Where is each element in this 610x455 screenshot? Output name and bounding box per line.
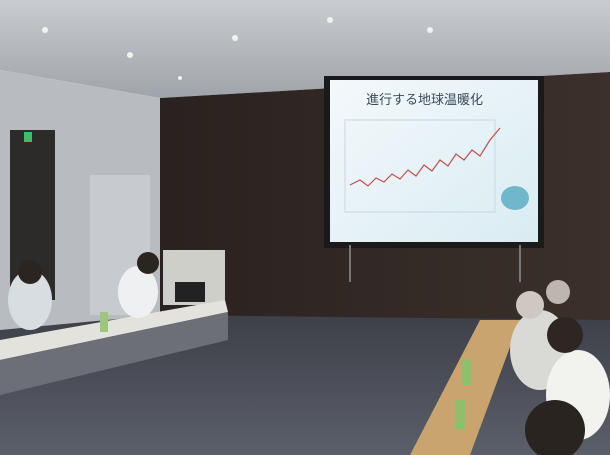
person-head [547, 317, 583, 353]
person-head [137, 252, 159, 274]
laptop [175, 282, 205, 302]
person-head [546, 280, 570, 304]
bottle [455, 400, 465, 430]
person [8, 270, 52, 330]
table [410, 320, 520, 455]
person-head [516, 291, 544, 319]
screen [330, 80, 538, 242]
table-front [0, 312, 228, 395]
bottle [462, 360, 471, 385]
slide-chart-frame [344, 119, 496, 213]
table [0, 300, 228, 360]
ceiling [0, 0, 610, 98]
ceiling-lights [42, 17, 433, 80]
slide-title: 進行する地球温暖化 [366, 93, 483, 108]
person [118, 266, 158, 318]
bottle [100, 312, 108, 332]
slide-illustration [501, 186, 529, 210]
exit-sign [24, 132, 32, 142]
person-head [18, 260, 42, 284]
slide-line [349, 127, 501, 187]
person-head [525, 400, 585, 455]
